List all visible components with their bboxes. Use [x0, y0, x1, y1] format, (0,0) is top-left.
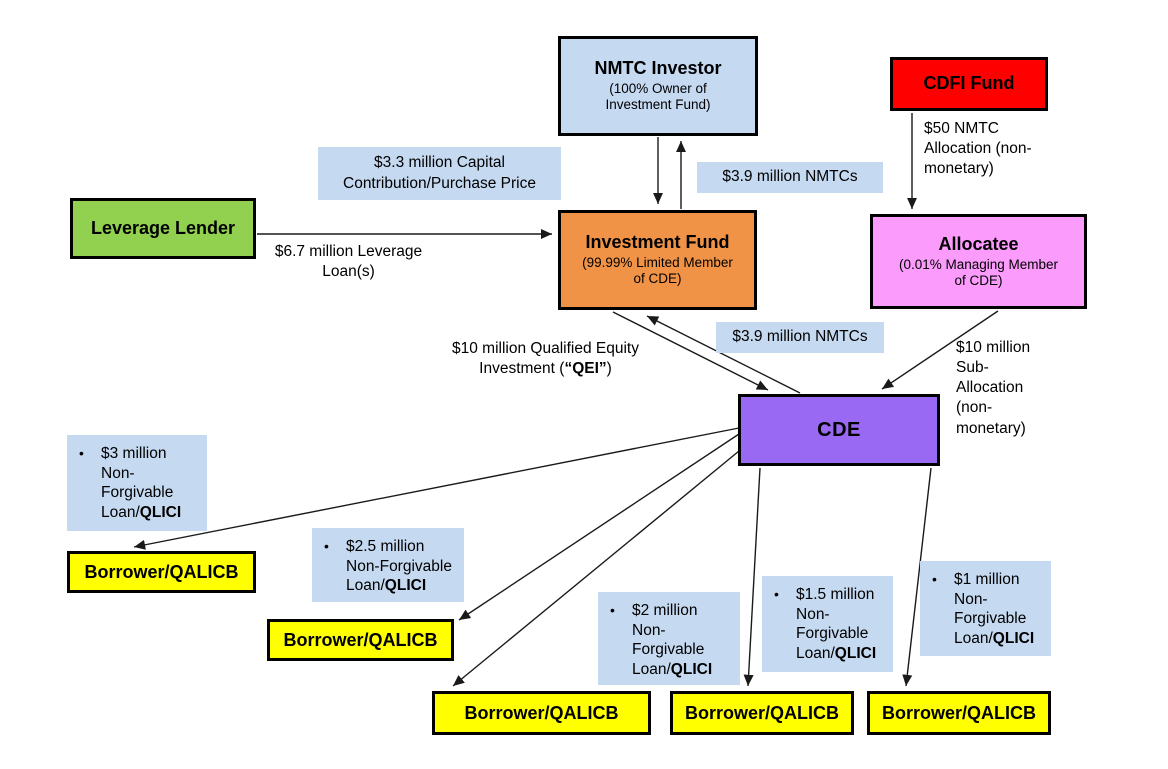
- arrow-cde-to-borrower-5: [902, 467, 932, 687]
- leverage-lender-title: Leverage Lender: [90, 217, 236, 238]
- borrower-qalicb-box-3: Borrower/QALICB: [432, 691, 651, 735]
- sub-allocation-label: $10 million Sub- Allocation (non- moneta…: [956, 339, 1031, 437]
- borrower-qalicb-box-4: Borrower/QALICB: [670, 691, 854, 735]
- capital-contribution-label: $3.3 million Capital Contribution/Purcha…: [318, 147, 561, 200]
- nmtcs-to-fund-label: $3.9 million NMTCs: [716, 322, 884, 353]
- cde-title: CDE: [817, 418, 861, 441]
- arrow-cde-to-borrower-3: [452, 450, 740, 687]
- nmtc-investor-box: NMTC Investor (100% Owner of Investment …: [558, 36, 758, 136]
- bullet-icon: •: [79, 445, 84, 461]
- allocatee-title: Allocatee: [938, 233, 1019, 254]
- arrow-nmtc-cde-to-fund: [646, 315, 801, 394]
- qlici-loan-label-3: • $2 million Non- Forgivable Loan/QLICI: [598, 592, 740, 685]
- qei-label: $10 million Qualified Equity Investment …: [452, 340, 639, 378]
- arrow-cde-to-borrower-2: [458, 433, 740, 621]
- cdfi-fund-title: CDFI Fund: [923, 73, 1015, 94]
- bullet-icon: •: [610, 602, 615, 618]
- allocatee-box: Allocatee (0.01% Managing Member of CDE): [870, 214, 1087, 309]
- leverage-lender-box: Leverage Lender: [70, 198, 256, 259]
- investment-fund-title: Investment Fund: [585, 232, 730, 253]
- arrow-cde-to-borrower-4: [743, 467, 761, 687]
- nmtc-investor-subtitle: (100% Owner of Investment Fund): [605, 81, 711, 113]
- qlici-loan-label-2: • $2.5 million Non-Forgivable Loan/QLICI: [312, 528, 464, 602]
- borrower-qalicb-box-5: Borrower/QALICB: [867, 691, 1051, 735]
- allocatee-subtitle: (0.01% Managing Member of CDE): [898, 256, 1059, 288]
- nmtc-allocation-label: $50 NMTC Allocation (non- monetary): [924, 120, 1032, 178]
- qlici-loan-label-1: • $3 million Non- Forgivable Loan/QLICI: [67, 435, 207, 531]
- borrower-qalicb-box-2: Borrower/QALICB: [267, 619, 454, 661]
- arrow-qei-fund-to-cde: [612, 311, 769, 391]
- nmtc-investor-title: NMTC Investor: [594, 58, 722, 79]
- investment-fund-subtitle: (99.99% Limited Member of CDE): [582, 255, 733, 287]
- bullet-icon: •: [774, 586, 779, 602]
- investment-fund-box: Investment Fund (99.99% Limited Member o…: [558, 210, 757, 310]
- bullet-icon: •: [324, 538, 329, 554]
- borrower-qalicb-box-1: Borrower/QALICB: [67, 551, 256, 593]
- bullet-icon: •: [932, 571, 937, 587]
- leverage-loan-label: $6.7 million Leverage Loan(s): [274, 243, 423, 281]
- arrow-suballocation-allocatee-to-cde: [881, 310, 999, 390]
- nmtcs-to-investor-label: $3.9 million NMTCs: [697, 162, 883, 193]
- qlici-loan-label-4: • $1.5 million Non- Forgivable Loan/QLIC…: [762, 576, 893, 672]
- cdfi-fund-box: CDFI Fund: [890, 57, 1048, 111]
- cde-box: CDE: [738, 394, 940, 466]
- arrow-cde-to-borrower-1: [133, 427, 740, 550]
- qlici-loan-label-5: • $1 million Non- Forgivable Loan/QLICI: [920, 561, 1051, 656]
